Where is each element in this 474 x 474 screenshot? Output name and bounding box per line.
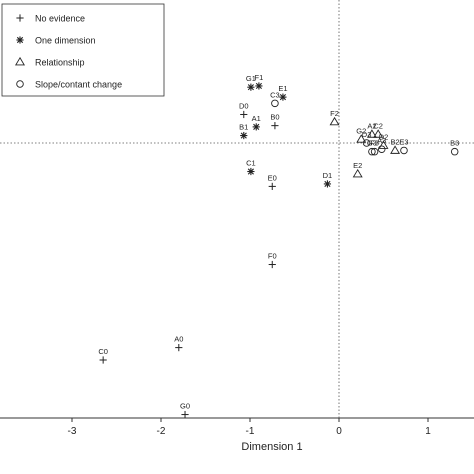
data-point-b2 (390, 145, 401, 154)
legend-marker-triangle (15, 56, 25, 66)
point-label-a0: A0 (174, 335, 183, 344)
legend-marker-circle (16, 80, 24, 88)
data-point-e1 (279, 93, 287, 101)
point-label-c3: C3 (270, 90, 280, 99)
point-label-f1: F1 (255, 73, 264, 82)
data-point-e3 (400, 146, 408, 155)
data-point-f1 (255, 82, 263, 90)
data-point-c2 (373, 129, 384, 138)
point-label-b1: B1 (239, 123, 248, 132)
x-tick-label: -2 (157, 426, 166, 437)
point-label-c2: C2 (373, 121, 383, 130)
point-label-a2: A2 (367, 121, 376, 130)
data-points (99, 82, 459, 419)
data-point-f2 (329, 116, 340, 126)
data-point-b3 (450, 147, 459, 156)
data-point-d3 (362, 139, 371, 147)
legend-box (1, 3, 165, 97)
data-point-g2 (356, 134, 367, 143)
legend-marker-plus (16, 14, 24, 22)
point-label-b0: B0 (270, 113, 279, 122)
point-label-d1: D1 (323, 171, 333, 180)
point-label-g1: G1 (246, 74, 256, 83)
point-label-b3: B3 (450, 139, 459, 148)
data-point-a1 (252, 123, 260, 131)
point-label-d3: D3 (362, 130, 372, 139)
data-point-d2 (378, 140, 389, 149)
point-label-b2: B2 (390, 137, 399, 146)
x-axis-label: Dimension 1 (241, 441, 302, 453)
data-point-g3 (368, 147, 376, 156)
point-label-f2: F2 (330, 109, 339, 118)
data-point-b1 (240, 131, 248, 140)
legend-marker-asterisk (16, 36, 24, 44)
point-label-g3: G3 (367, 139, 377, 148)
x-tick-label: 1 (425, 426, 431, 437)
point-label-f3: F3 (370, 139, 379, 148)
legend-label-plus: No evidence (35, 14, 85, 24)
data-point-d0 (240, 110, 248, 119)
x-tick-label: -3 (68, 426, 77, 437)
legend-label-asterisk: One dimension (35, 36, 96, 46)
data-point-c1 (247, 167, 255, 176)
point-label-e2: E2 (353, 161, 362, 170)
point-label-a1: A1 (252, 114, 261, 123)
point-label-g2: G2 (356, 126, 366, 135)
x-tick-label: -1 (246, 426, 255, 437)
data-point-c0 (99, 356, 107, 364)
point-label-e0: E0 (268, 173, 277, 182)
point-label-c0: C0 (98, 347, 108, 356)
point-label-d2: D2 (379, 132, 389, 141)
data-point-e2 (352, 168, 363, 178)
point-label-e3: E3 (399, 137, 408, 146)
point-label-c1: C1 (246, 159, 256, 168)
data-point-b0 (271, 122, 279, 130)
data-point-g1 (247, 83, 255, 91)
data-point-d1 (323, 180, 332, 188)
x-axis: -3 -2 -1 0 1 (68, 418, 431, 437)
point-label-a3: A3 (377, 136, 386, 145)
legend-label-circle: Slope/contant change (35, 80, 122, 90)
point-label-g0: G0 (180, 402, 190, 411)
data-point-e0 (268, 182, 276, 190)
data-point-f3 (370, 147, 379, 156)
data-point-a3 (377, 145, 386, 153)
data-point-f0 (268, 260, 276, 269)
data-point-a2 (366, 129, 377, 138)
data-point-a0 (175, 344, 183, 352)
point-label-d0: D0 (239, 101, 249, 110)
data-point-g0 (181, 410, 189, 419)
point-label-e1: E1 (278, 84, 287, 93)
x-tick-label: 0 (336, 426, 342, 437)
data-point-c3 (271, 99, 279, 108)
legend: No evidence One dimension Relationship Slop… (1, 3, 165, 97)
legend-label-triangle: Relationship (35, 58, 85, 68)
point-label-f0: F0 (268, 252, 277, 261)
